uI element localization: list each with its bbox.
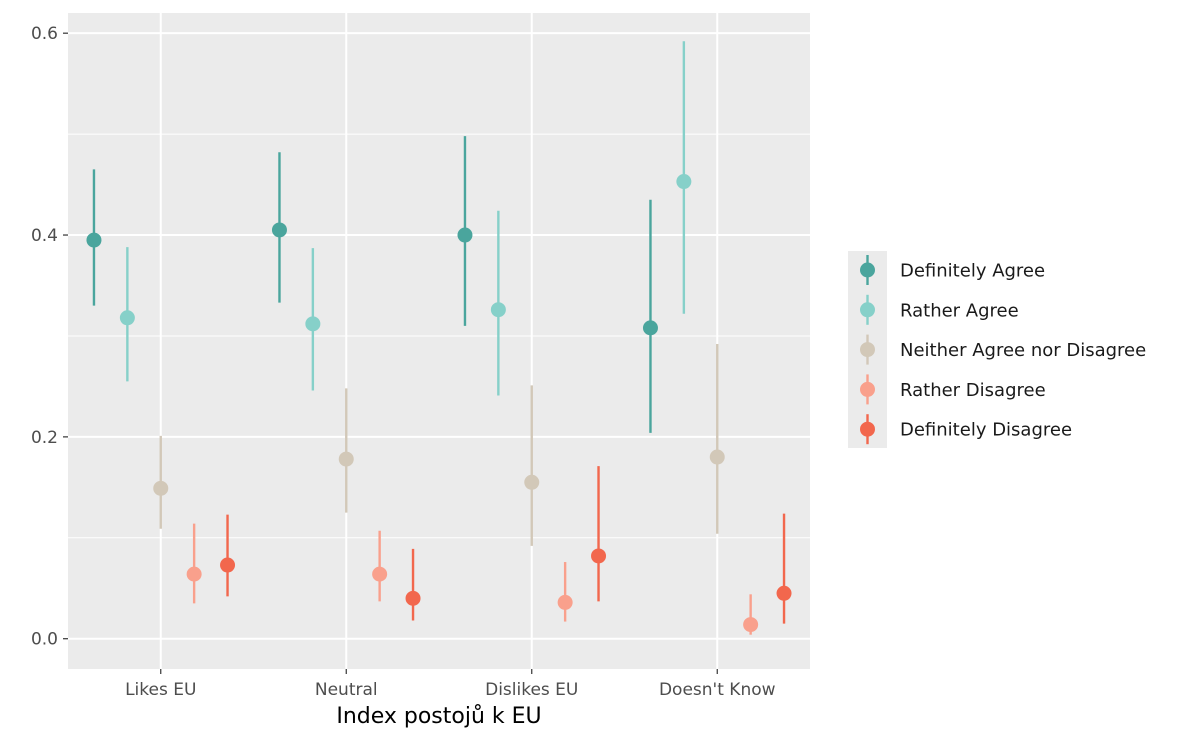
legend-key-point (860, 381, 875, 397)
legend-key-point (860, 262, 875, 278)
data-point (119, 310, 135, 326)
legend-label: Definitely Disagree (900, 420, 1072, 441)
legend-label: Rather Disagree (900, 380, 1046, 401)
data-point (591, 548, 607, 564)
x-tick-label: Likes EU (125, 680, 196, 700)
data-point (153, 480, 169, 496)
data-point (86, 232, 102, 248)
data-point (557, 594, 573, 610)
data-point (642, 320, 658, 336)
data-point (676, 174, 692, 190)
x-axis-title: Index postojů k EU (336, 704, 541, 729)
data-point (776, 585, 792, 601)
legend-label: Neither Agree nor Disagree (900, 340, 1146, 361)
data-point (490, 302, 506, 318)
data-point (524, 474, 540, 490)
y-tick-label: 0.2 (31, 428, 58, 448)
legend-key-point (860, 342, 875, 358)
data-marks (86, 41, 792, 635)
axes: 0.0 0.2 0.4 0.6 Likes EU Neutral Dislikes EU Do… (31, 24, 776, 700)
x-tick-label: Doesn't Know (659, 680, 776, 700)
gridlines (68, 13, 810, 669)
legend: Definitely Agree Rather Agree Neither Agre… (860, 255, 1146, 445)
data-point (709, 449, 725, 465)
data-point (743, 617, 759, 633)
data-point (372, 566, 388, 582)
y-tick-label: 0.4 (31, 226, 58, 246)
data-point (457, 227, 473, 243)
data-point (338, 451, 354, 467)
data-point (271, 222, 287, 238)
data-point (305, 316, 321, 332)
data-point (220, 557, 236, 573)
plot-panel (68, 13, 810, 669)
x-tick-label: Neutral (315, 680, 378, 700)
data-point (186, 566, 202, 582)
y-tick-label: 0.6 (31, 24, 58, 44)
legend-key-point (860, 302, 875, 318)
legend-key-point (860, 421, 875, 437)
x-tick-label: Dislikes EU (485, 680, 578, 700)
data-point (405, 590, 421, 606)
y-tick-label: 0.0 (31, 630, 58, 650)
legend-label: Rather Agree (900, 300, 1019, 321)
legend-label: Definitely Agree (900, 261, 1045, 282)
